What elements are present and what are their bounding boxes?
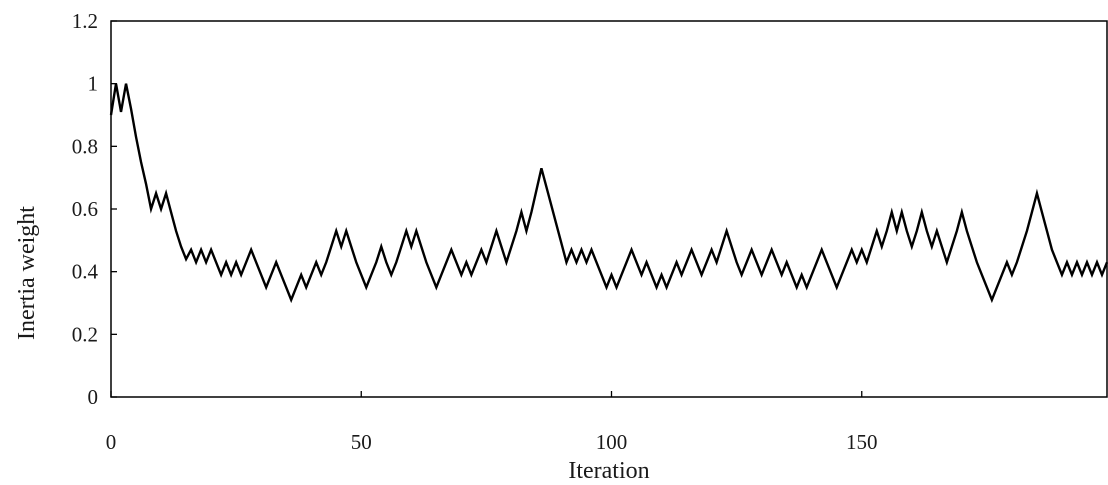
y-tick-label: 0.8 [72, 134, 98, 158]
plot-frame [110, 20, 1108, 398]
x-tick-label: 150 [846, 430, 878, 454]
axis-tick-labels: 0 0.2 0.4 0.6 0.8 1 1.2 0 50 100 150 [72, 9, 878, 454]
y-tick-label: 0.4 [72, 260, 99, 284]
y-tick-label: 1 [88, 72, 99, 96]
y-tick-label: 0.2 [72, 322, 98, 346]
axis-ticks [110, 20, 863, 398]
series-group [109, 83, 1108, 304]
x-axis-title: Iteration [568, 458, 649, 484]
y-tick-label: 0 [88, 385, 99, 409]
series-line [109, 83, 1108, 304]
x-tick-label: 0 [106, 430, 117, 454]
x-tick-label: 100 [596, 430, 628, 454]
y-tick-label: 0.6 [72, 197, 98, 221]
x-tick-label: 50 [351, 430, 372, 454]
y-axis-title: Inertia weight [14, 206, 40, 340]
y-tick-label: 1.2 [72, 9, 98, 33]
y-axis-title-group: Inertia weight [14, 206, 40, 340]
